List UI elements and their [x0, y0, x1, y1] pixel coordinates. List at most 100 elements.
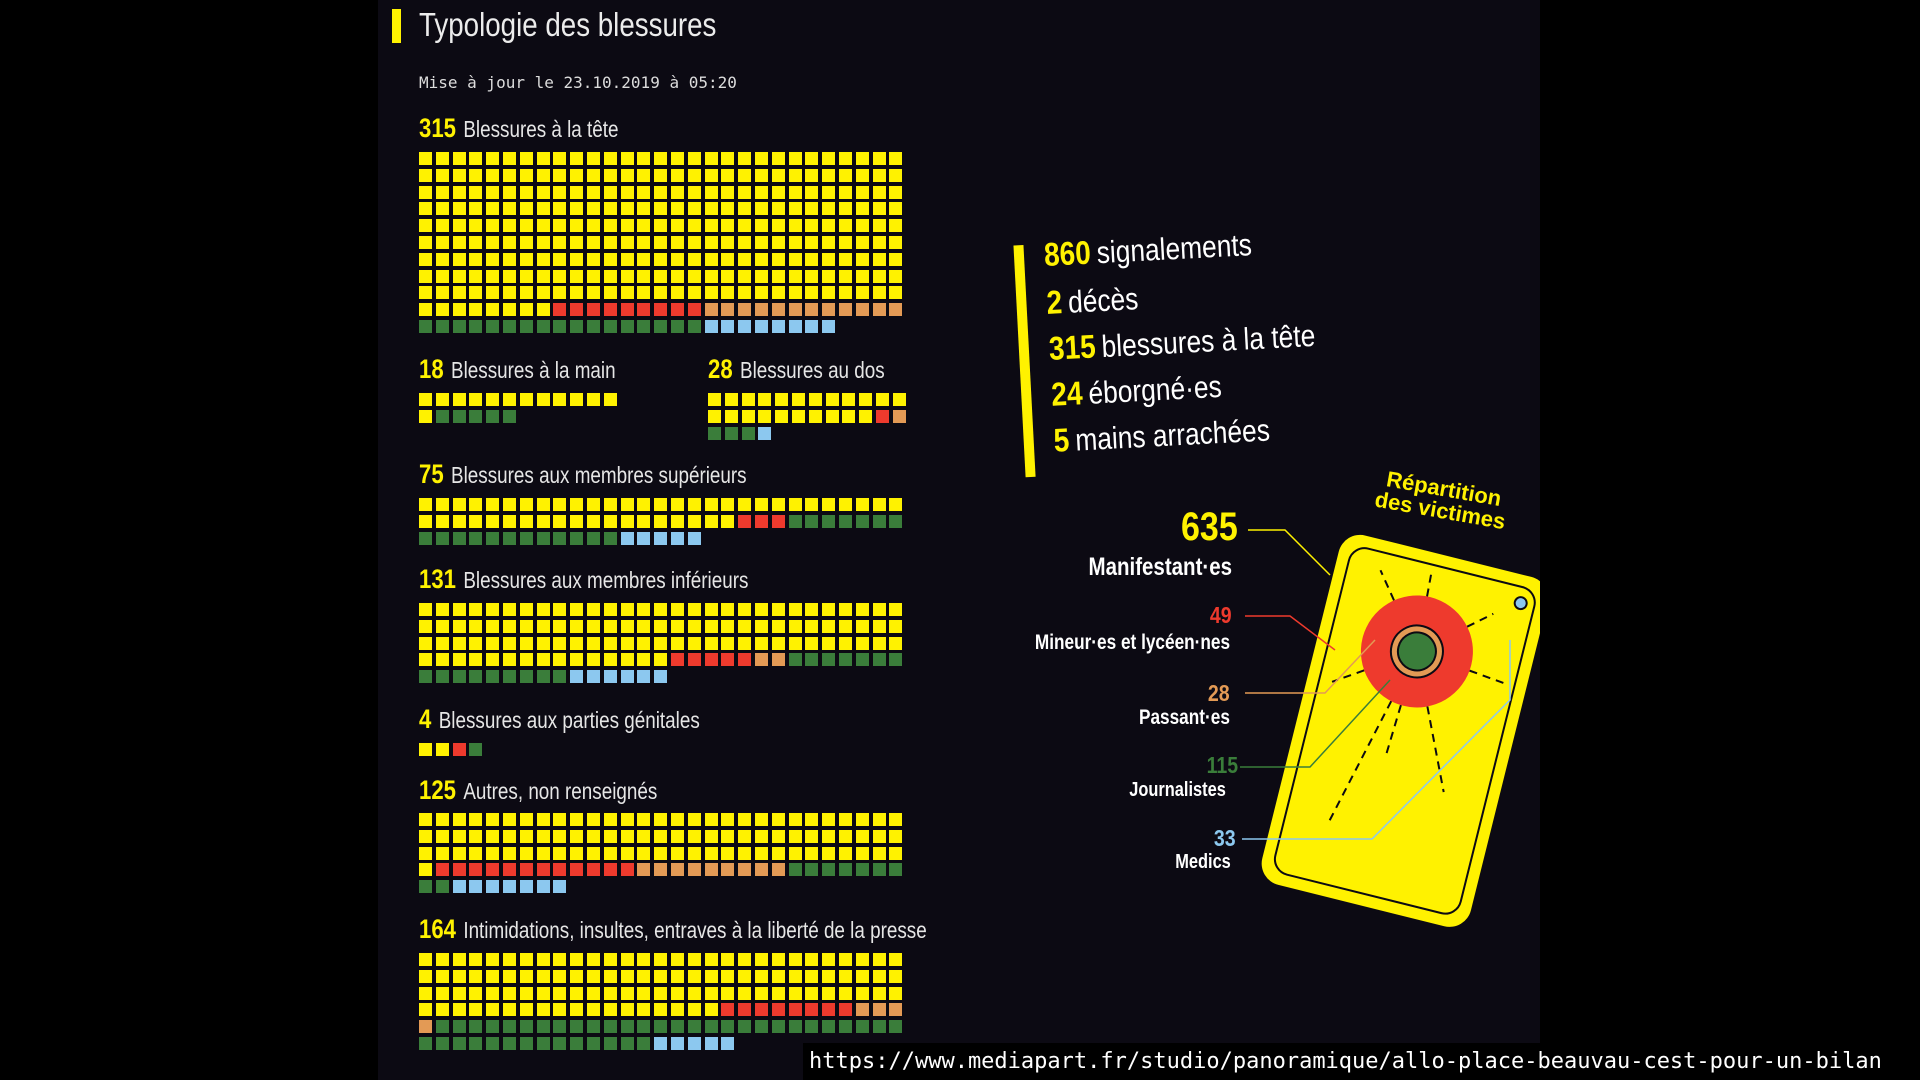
square-manifestant	[755, 185, 768, 199]
square-manifestant	[855, 969, 869, 983]
square-manifestant	[671, 236, 684, 249]
square-passant	[771, 863, 785, 877]
square-journaliste	[724, 426, 738, 440]
square-manifestant	[486, 986, 500, 1000]
square-manifestant	[755, 636, 768, 650]
square-manifestant	[536, 498, 550, 511]
square-manifestant	[452, 236, 466, 249]
square-journaliste	[503, 670, 516, 684]
square-manifestant	[435, 969, 449, 983]
square-manifestant	[872, 202, 886, 216]
square-journaliste	[419, 531, 432, 545]
square-manifestant	[704, 619, 718, 633]
square-manifestant	[822, 829, 836, 843]
square-manifestant	[771, 829, 785, 843]
square-manifestant	[452, 653, 466, 667]
square-manifestant	[704, 813, 718, 826]
square-manifestant	[788, 236, 802, 249]
square-manifestant	[738, 219, 752, 233]
square-manifestant	[855, 185, 869, 199]
square-manifestant	[788, 603, 802, 616]
square-manifestant	[519, 498, 533, 511]
square-manifestant	[738, 498, 752, 511]
square-manifestant	[822, 152, 836, 165]
square-manifestant	[419, 152, 432, 165]
square-manifestant	[587, 202, 600, 216]
square-journaliste	[486, 409, 500, 423]
square-manifestant	[570, 498, 584, 511]
square-manifestant	[603, 286, 617, 300]
stat-label: décès	[1067, 281, 1140, 320]
square-manifestant	[435, 303, 449, 317]
square-manifestant	[687, 168, 701, 182]
category-label: Blessures aux parties génitales	[438, 707, 700, 733]
square-journaliste	[855, 863, 869, 877]
square-passant	[889, 303, 903, 317]
square-passant	[704, 303, 718, 317]
square-manifestant	[503, 813, 516, 826]
square-manifestant	[788, 986, 802, 1000]
category-label: Intimidations, insultes, entraves à la l…	[463, 917, 927, 943]
square-manifestant	[519, 219, 533, 233]
square-manifestant	[519, 152, 533, 165]
square-manifestant	[788, 269, 802, 283]
square-manifestant	[788, 619, 802, 633]
square-mineur	[721, 1003, 735, 1017]
source-url[interactable]: https://www.mediapart.fr/studio/panorami…	[803, 1043, 1920, 1080]
square-mineur	[805, 1003, 819, 1017]
square-manifestant	[788, 168, 802, 182]
square-manifestant	[839, 202, 852, 216]
victim-label-mineurs: Mineur·es et lycéen·nes	[1034, 631, 1230, 654]
square-manifestant	[654, 653, 668, 667]
square-manifestant	[738, 813, 752, 826]
square-journaliste	[637, 1020, 651, 1034]
square-manifestant	[419, 219, 432, 233]
category-header-upper-limbs: 75 Blessures aux membres supérieurs	[419, 459, 747, 490]
square-journaliste	[872, 653, 886, 667]
square-journaliste	[603, 320, 617, 333]
square-manifestant	[469, 236, 483, 249]
square-manifestant	[620, 269, 634, 283]
square-manifestant	[721, 969, 735, 983]
square-manifestant	[654, 636, 668, 650]
square-manifestant	[503, 953, 516, 966]
square-manifestant	[553, 953, 567, 966]
square-manifestant	[822, 619, 836, 633]
square-manifestant	[839, 252, 852, 266]
square-journaliste	[503, 409, 516, 423]
square-journaliste	[603, 531, 617, 545]
square-manifestant	[654, 219, 668, 233]
square-manifestant	[486, 393, 500, 406]
square-manifestant	[687, 236, 701, 249]
square-manifestant	[435, 252, 449, 266]
category-label: Blessures au dos	[740, 357, 885, 383]
square-manifestant	[452, 202, 466, 216]
square-manifestant	[671, 986, 684, 1000]
square-mineur	[704, 653, 718, 667]
square-manifestant	[553, 185, 567, 199]
square-manifestant	[704, 152, 718, 165]
square-manifestant	[519, 953, 533, 966]
square-manifestant	[788, 286, 802, 300]
square-manifestant	[738, 236, 752, 249]
square-manifestant	[452, 514, 466, 528]
square-manifestant	[603, 252, 617, 266]
square-manifestant	[654, 846, 668, 860]
square-manifestant	[536, 813, 550, 826]
square-manifestant	[435, 219, 449, 233]
square-journaliste	[419, 880, 432, 894]
square-manifestant	[855, 953, 869, 966]
square-manifestant	[603, 829, 617, 843]
square-manifestant	[755, 813, 768, 826]
square-manifestant	[503, 303, 516, 317]
square-manifestant	[872, 953, 886, 966]
square-manifestant	[587, 846, 600, 860]
square-manifestant	[486, 269, 500, 283]
square-manifestant	[620, 1003, 634, 1017]
square-manifestant	[839, 219, 852, 233]
square-manifestant	[570, 1003, 584, 1017]
square-manifestant	[704, 986, 718, 1000]
square-manifestant	[469, 514, 483, 528]
square-manifestant	[503, 514, 516, 528]
square-manifestant	[721, 619, 735, 633]
